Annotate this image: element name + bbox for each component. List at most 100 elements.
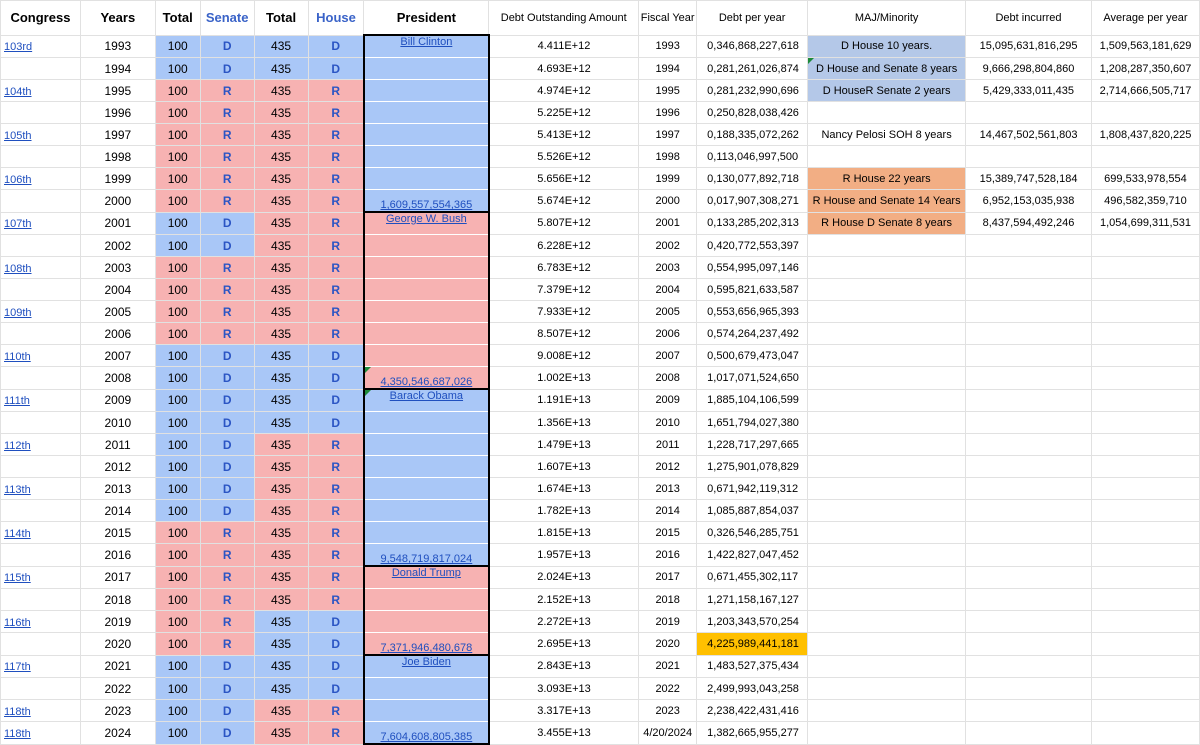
congress-link[interactable]: 118th bbox=[4, 727, 31, 740]
year-cell[interactable]: 2015 bbox=[79, 521, 156, 544]
total-house-cell[interactable]: 435 bbox=[253, 433, 309, 456]
fiscal-year-cell[interactable]: 2008 bbox=[638, 366, 698, 390]
average-per-year-cell[interactable] bbox=[1090, 344, 1200, 367]
congress-cell[interactable] bbox=[0, 278, 81, 301]
congress-link[interactable]: 106th bbox=[4, 173, 32, 186]
total-senate-cell[interactable]: 100 bbox=[154, 632, 201, 656]
senate-party-cell[interactable]: R bbox=[199, 588, 255, 611]
debt-incurred-cell[interactable]: 5,429,333,011,435 bbox=[965, 79, 1092, 102]
total-senate-cell[interactable]: 100 bbox=[154, 57, 201, 80]
total-senate-cell[interactable]: 100 bbox=[154, 300, 201, 323]
house-party-cell[interactable]: D bbox=[307, 411, 365, 434]
average-per-year-cell[interactable] bbox=[1090, 300, 1200, 323]
president-link[interactable]: George W. Bush bbox=[386, 213, 467, 225]
debt-per-year-cell[interactable]: 1,228,717,297,665 bbox=[696, 433, 809, 456]
debt-per-year-cell[interactable]: 1,271,158,167,127 bbox=[696, 588, 809, 611]
average-per-year-cell[interactable] bbox=[1090, 721, 1200, 745]
debt-per-year-cell[interactable]: 4,225,989,441,181 bbox=[696, 632, 809, 656]
congress-cell[interactable]: 110th bbox=[0, 344, 81, 367]
house-party-cell[interactable]: D bbox=[307, 654, 365, 678]
fiscal-year-cell[interactable]: 2013 bbox=[638, 477, 698, 500]
average-per-year-cell[interactable] bbox=[1090, 278, 1200, 301]
maj-minority-cell[interactable]: D House and Senate 8 years bbox=[807, 57, 967, 80]
total-senate-cell[interactable]: 100 bbox=[154, 677, 201, 700]
total-house-cell[interactable]: 435 bbox=[253, 278, 309, 301]
congress-cell[interactable]: 109th bbox=[0, 300, 81, 323]
house-party-cell[interactable]: D bbox=[307, 632, 365, 656]
maj-minority-cell[interactable] bbox=[807, 543, 967, 567]
congress-cell[interactable] bbox=[0, 57, 81, 80]
average-per-year-cell[interactable]: 2,714,666,505,717 bbox=[1090, 79, 1200, 102]
year-cell[interactable]: 2022 bbox=[79, 677, 156, 700]
fiscal-year-cell[interactable]: 2018 bbox=[638, 588, 698, 611]
term-debt-link[interactable]: 7,371,946,480,678 bbox=[380, 642, 473, 654]
debt-incurred-cell[interactable]: 15,389,747,528,184 bbox=[965, 167, 1092, 190]
senate-party-cell[interactable]: R bbox=[199, 123, 255, 146]
debt-outstanding-cell[interactable]: 1.782E+13 bbox=[488, 499, 640, 522]
year-cell[interactable]: 2006 bbox=[79, 322, 156, 345]
total-house-cell[interactable]: 435 bbox=[253, 79, 309, 102]
senate-party-cell[interactable]: D bbox=[199, 57, 255, 80]
fiscal-year-cell[interactable]: 2021 bbox=[638, 654, 698, 678]
debt-incurred-cell[interactable] bbox=[965, 278, 1092, 301]
congress-link[interactable]: 107th bbox=[4, 218, 32, 231]
year-cell[interactable]: 1998 bbox=[79, 145, 156, 168]
average-per-year-cell[interactable]: 1,509,563,181,629 bbox=[1090, 34, 1200, 58]
maj-minority-cell[interactable] bbox=[807, 699, 967, 722]
congress-cell[interactable]: 111th bbox=[0, 388, 81, 412]
debt-incurred-cell[interactable] bbox=[965, 322, 1092, 345]
average-per-year-cell[interactable] bbox=[1090, 588, 1200, 611]
congress-cell[interactable] bbox=[0, 101, 81, 124]
congress-cell[interactable]: 106th bbox=[0, 167, 81, 190]
total-house-cell[interactable]: 435 bbox=[253, 699, 309, 722]
debt-per-year-cell[interactable]: 0,346,868,227,618 bbox=[696, 34, 809, 58]
congress-cell[interactable]: 107th bbox=[0, 211, 81, 235]
senate-party-cell[interactable]: D bbox=[199, 34, 255, 58]
senate-party-cell[interactable]: R bbox=[199, 632, 255, 656]
senate-party-cell[interactable]: R bbox=[199, 521, 255, 544]
congress-cell[interactable] bbox=[0, 632, 81, 656]
fiscal-year-cell[interactable]: 2004 bbox=[638, 278, 698, 301]
debt-per-year-cell[interactable]: 0,250,828,038,426 bbox=[696, 101, 809, 124]
debt-per-year-cell[interactable]: 1,085,887,854,037 bbox=[696, 499, 809, 522]
total-senate-cell[interactable]: 100 bbox=[154, 278, 201, 301]
debt-per-year-cell[interactable]: 0,553,656,965,393 bbox=[696, 300, 809, 323]
debt-outstanding-cell[interactable]: 1.815E+13 bbox=[488, 521, 640, 544]
president-cell[interactable] bbox=[362, 57, 490, 80]
debt-per-year-cell[interactable]: 2,499,993,043,258 bbox=[696, 677, 809, 700]
maj-minority-cell[interactable] bbox=[807, 300, 967, 323]
year-cell[interactable]: 1996 bbox=[79, 101, 156, 124]
debt-per-year-cell[interactable]: 1,422,827,047,452 bbox=[696, 543, 809, 567]
debt-incurred-cell[interactable] bbox=[965, 699, 1092, 722]
congress-link[interactable]: 110th bbox=[4, 350, 31, 363]
house-party-cell[interactable]: R bbox=[307, 477, 365, 500]
house-party-cell[interactable]: R bbox=[307, 499, 365, 522]
maj-minority-cell[interactable] bbox=[807, 588, 967, 611]
debt-per-year-cell[interactable]: 0,595,821,633,587 bbox=[696, 278, 809, 301]
congress-link[interactable]: 116th bbox=[4, 616, 31, 629]
debt-outstanding-cell[interactable]: 1.607E+13 bbox=[488, 455, 640, 478]
header-years[interactable]: Years bbox=[79, 0, 156, 36]
debt-incurred-cell[interactable] bbox=[965, 455, 1092, 478]
fiscal-year-cell[interactable]: 1994 bbox=[638, 57, 698, 80]
debt-per-year-cell[interactable]: 0,188,335,072,262 bbox=[696, 123, 809, 146]
average-per-year-cell[interactable] bbox=[1090, 101, 1200, 124]
average-per-year-cell[interactable]: 1,054,699,311,531 bbox=[1090, 211, 1200, 235]
total-senate-cell[interactable]: 100 bbox=[154, 366, 201, 390]
average-per-year-cell[interactable] bbox=[1090, 256, 1200, 279]
debt-outstanding-cell[interactable]: 7.933E+12 bbox=[488, 300, 640, 323]
debt-outstanding-cell[interactable]: 5.656E+12 bbox=[488, 167, 640, 190]
debt-outstanding-cell[interactable]: 3.317E+13 bbox=[488, 699, 640, 722]
president-cell[interactable] bbox=[362, 101, 490, 124]
year-cell[interactable]: 1994 bbox=[79, 57, 156, 80]
average-per-year-cell[interactable] bbox=[1090, 521, 1200, 544]
senate-party-cell[interactable]: R bbox=[199, 256, 255, 279]
fiscal-year-cell[interactable]: 2005 bbox=[638, 300, 698, 323]
president-cell[interactable] bbox=[362, 521, 490, 544]
year-cell[interactable]: 2024 bbox=[79, 721, 156, 745]
debt-incurred-cell[interactable] bbox=[965, 234, 1092, 257]
senate-party-cell[interactable]: D bbox=[199, 388, 255, 412]
total-senate-cell[interactable]: 100 bbox=[154, 123, 201, 146]
president-cell[interactable] bbox=[362, 234, 490, 257]
president-cell[interactable]: 9,548,719,817,024 bbox=[362, 543, 490, 567]
